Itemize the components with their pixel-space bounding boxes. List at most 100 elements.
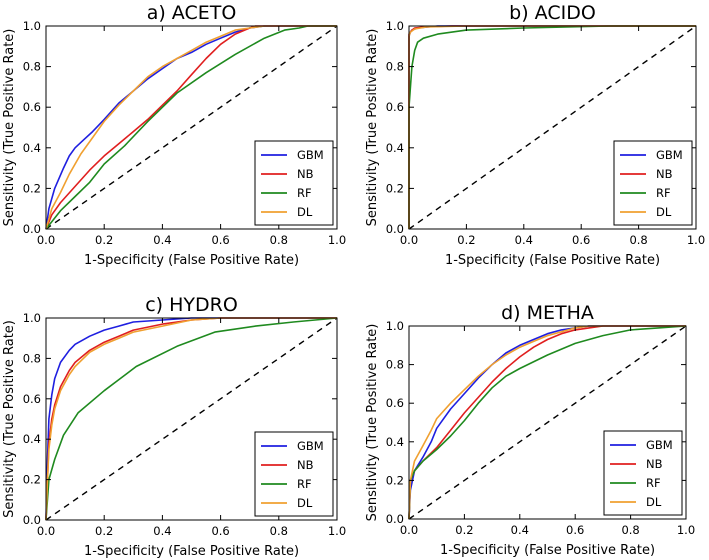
- y-tick-label: 0.8: [386, 60, 404, 74]
- legend-label-nb: NB: [656, 167, 673, 181]
- x-tick-label: 0.4: [153, 233, 171, 247]
- y-axis-label: Sensitivity (True Positive Rate): [365, 29, 380, 227]
- roc-curve-rf: [408, 25, 696, 229]
- x-axis-label: 1-Specificity (False Positive Rate): [84, 544, 299, 559]
- y-tick-label: 0.4: [23, 141, 41, 155]
- y-axis-label: Sensitivity (True Positive Rate): [2, 320, 17, 518]
- x-tick-label: 0.6: [211, 524, 229, 538]
- plot-frame: [408, 325, 687, 520]
- legend-label-rf: RF: [297, 186, 312, 200]
- x-tick-label: 1.0: [328, 524, 346, 538]
- legend-label-dl: DL: [656, 205, 672, 219]
- x-tick-label: 0.0: [37, 524, 55, 538]
- y-tick-label: 0.2: [23, 181, 41, 195]
- x-tick-label: 1.0: [328, 233, 346, 247]
- y-tick-label: 0.4: [386, 141, 404, 155]
- x-tick-label: 0.8: [270, 524, 288, 538]
- y-tick-label: 0.8: [23, 60, 41, 74]
- x-tick-label: 0.2: [95, 233, 113, 247]
- x-tick-label: 0.4: [515, 233, 533, 247]
- chance-diagonal: [45, 25, 338, 230]
- x-axis-label: 1-Specificity (False Positive Rate): [445, 253, 660, 268]
- chart-title: b) ACIDO: [509, 2, 596, 24]
- roc-panel-1: a) ACETO 0.0 0.2 0.4 0.6 0.8 1.0 0.0 0.2 0.4 0.6 0.…: [2, 2, 346, 268]
- legend-label-gbm: GBM: [646, 438, 673, 452]
- x-tick-label: 0.0: [37, 233, 55, 247]
- roc-curve-rf: [45, 317, 338, 521]
- y-tick-label: 0.2: [23, 473, 41, 487]
- legend: GBM NB RF DL: [613, 140, 693, 226]
- y-tick-label: 0.4: [23, 432, 41, 446]
- x-axis-label: 1-Specificity (False Positive Rate): [440, 543, 655, 558]
- roc-curve-dl: [45, 25, 337, 230]
- legend: GBM NB RF DL: [603, 430, 683, 516]
- roc-curve-dl: [45, 317, 337, 521]
- legend: GBM NB RF DL: [254, 431, 334, 517]
- legend-label-rf: RF: [297, 477, 312, 491]
- legend-label-rf: RF: [646, 476, 661, 490]
- y-tick-label: 0.8: [23, 351, 41, 365]
- y-tick-label: 1.0: [23, 311, 41, 325]
- plot-frame: [45, 317, 338, 521]
- roc-curve-nb: [45, 25, 337, 230]
- x-tick-label: 0.2: [455, 523, 473, 537]
- y-tick-label: 0.6: [23, 392, 41, 406]
- y-tick-label: 0.8: [386, 358, 404, 372]
- y-tick-label: 0.6: [23, 100, 41, 114]
- roc-curve-gbm: [45, 317, 337, 521]
- y-tick-label: 0.2: [386, 181, 404, 195]
- x-axis-label: 1-Specificity (False Positive Rate): [84, 253, 299, 268]
- legend-label-nb: NB: [297, 167, 314, 181]
- legend-label-nb: NB: [646, 457, 663, 471]
- x-tick-label: 0.8: [621, 523, 639, 537]
- y-tick-label: 0.6: [386, 100, 404, 114]
- y-tick-label: 0.6: [386, 396, 404, 410]
- plot-frame: [408, 25, 697, 230]
- y-tick-label: 0.0: [23, 513, 41, 527]
- legend-label-rf: RF: [656, 186, 671, 200]
- x-tick-label: 0.0: [400, 233, 418, 247]
- y-tick-label: 1.0: [23, 19, 41, 33]
- legend-label-dl: DL: [646, 495, 662, 509]
- chance-diagonal: [408, 25, 697, 230]
- x-tick-label: 0.4: [511, 523, 529, 537]
- legend-label-gbm: GBM: [656, 148, 683, 162]
- y-tick-label: 0.4: [386, 435, 404, 449]
- chance-diagonal: [45, 317, 338, 521]
- chart-title: c) HYDRO: [145, 294, 238, 316]
- x-tick-label: 0.2: [457, 233, 475, 247]
- x-tick-label: 0.6: [572, 233, 590, 247]
- y-tick-label: 1.0: [386, 319, 404, 333]
- legend-label-gbm: GBM: [297, 148, 324, 162]
- roc-panel-4: d) METHA 0.0 0.2 0.4 0.6 0.8 1.0 0.0 0.2 0.4 0.6 0.…: [365, 302, 695, 558]
- legend-label-dl: DL: [297, 496, 313, 510]
- legend-label-nb: NB: [297, 458, 314, 472]
- roc-curve-rf: [408, 325, 687, 520]
- roc-curve-rf: [45, 25, 337, 230]
- x-tick-label: 0.8: [270, 233, 288, 247]
- roc-panel-3: c) HYDRO 0.0 0.2 0.4 0.6 0.8 1.0 0.0 0.2 0.4 0.6 0.…: [2, 294, 346, 559]
- x-tick-label: 0.4: [153, 524, 171, 538]
- y-tick-label: 0.0: [386, 222, 404, 236]
- legend-label-dl: DL: [297, 205, 313, 219]
- x-tick-label: 1.0: [687, 233, 705, 247]
- y-tick-label: 0.0: [23, 222, 41, 236]
- y-axis-label: Sensitivity (True Positive Rate): [365, 324, 380, 522]
- plot-frame: [45, 25, 338, 230]
- legend: GBM NB RF DL: [254, 140, 334, 226]
- x-tick-label: 0.8: [629, 233, 647, 247]
- y-tick-label: 0.0: [386, 512, 404, 526]
- chance-diagonal: [408, 325, 687, 520]
- legend-label-gbm: GBM: [297, 439, 324, 453]
- x-tick-label: 0.6: [566, 523, 584, 537]
- x-tick-label: 1.0: [677, 523, 695, 537]
- y-tick-label: 0.2: [386, 473, 404, 487]
- x-tick-label: 0.0: [400, 523, 418, 537]
- x-tick-label: 0.6: [211, 233, 229, 247]
- y-axis-label: Sensitivity (True Positive Rate): [2, 29, 17, 227]
- chart-title: d) METHA: [501, 302, 594, 324]
- roc-panel-2: b) ACIDO 0.0 0.2 0.4 0.6 0.8 1.0 0.0 0.2 0.4 0.6 0.…: [365, 2, 705, 268]
- x-tick-label: 0.2: [95, 524, 113, 538]
- y-tick-label: 1.0: [386, 19, 404, 33]
